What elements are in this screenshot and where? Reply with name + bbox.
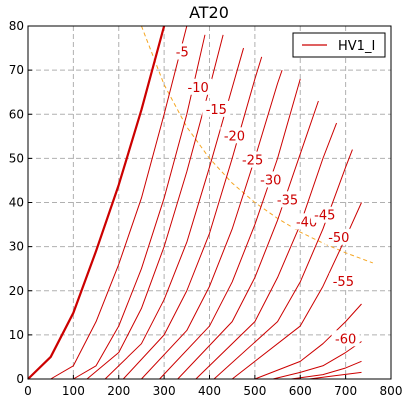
series-line [141,69,283,380]
y-tick-label: 60 [9,107,24,121]
series-line [122,56,263,380]
series-line [195,122,338,380]
series-line [272,341,362,380]
chart-title: AT20 [189,3,229,22]
series-line [177,100,319,380]
series-line [73,34,206,380]
curve-label-bg [220,127,249,144]
curve-label-bg [331,330,360,347]
x-tick-label: 0 [24,384,32,398]
y-tick-label: 10 [9,328,24,342]
y-tick-label: 80 [9,19,24,33]
power-dissipation-curve [140,25,374,264]
x-tick-label: 200 [107,384,130,398]
series-line [254,303,362,380]
series-line [27,25,166,380]
x-tick-label: 500 [243,384,266,398]
curve-label-bg [202,100,231,117]
curve-label: -15 [206,103,227,118]
legend-label: HV1_I [338,39,375,54]
curve-label: -5 [176,45,189,60]
y-tick-label: 0 [16,372,24,386]
series-line [213,149,353,380]
x-tick-label: 100 [62,384,85,398]
y-tick-label: 50 [9,151,24,165]
curve-label-bg [329,272,358,289]
curve-labels: -5-10-15-20-25-30-35-40-45-50-55-60 [172,43,360,347]
y-tick-label: 70 [9,63,24,77]
series-line [231,202,362,380]
series-line [104,47,245,380]
curve-label: -45 [314,209,335,224]
curve-label: -25 [242,154,263,169]
x-tick-label: 400 [198,384,221,398]
curve-label: -10 [188,81,209,96]
axis-ticks: 0 100 200 300 400 500 600 700 800 0 10 20 30 40 50 60 70… [9,19,403,398]
curve-label-bg [324,228,353,245]
series-line [291,360,362,380]
x-tick-label: 800 [380,384,403,398]
x-tick-label: 600 [289,384,312,398]
series-group [27,25,362,380]
y-tick-label: 40 [9,196,24,210]
curve-label-bg [238,151,267,168]
series-line [309,371,362,380]
curve-label-bg [172,43,193,60]
curve-label-bg [273,191,302,208]
curve-label: -50 [328,231,349,246]
y-tick-label: 20 [9,284,24,298]
y-tick-label: 30 [9,240,24,254]
curve-label-bg [184,78,213,95]
curve-label: -60 [335,332,356,347]
pdiss-line [140,25,374,264]
x-tick-label: 700 [334,384,357,398]
curve-label: -30 [260,173,281,188]
series-line [159,78,301,380]
curve-label: -20 [224,129,245,144]
curve-label-bg [310,206,339,223]
curve-label: -55 [333,275,354,290]
x-tick-label: 300 [153,384,176,398]
curve-label-bg [256,171,285,188]
curve-label: -35 [277,193,298,208]
series-line [50,25,188,380]
legend: HV1_I [292,32,386,58]
